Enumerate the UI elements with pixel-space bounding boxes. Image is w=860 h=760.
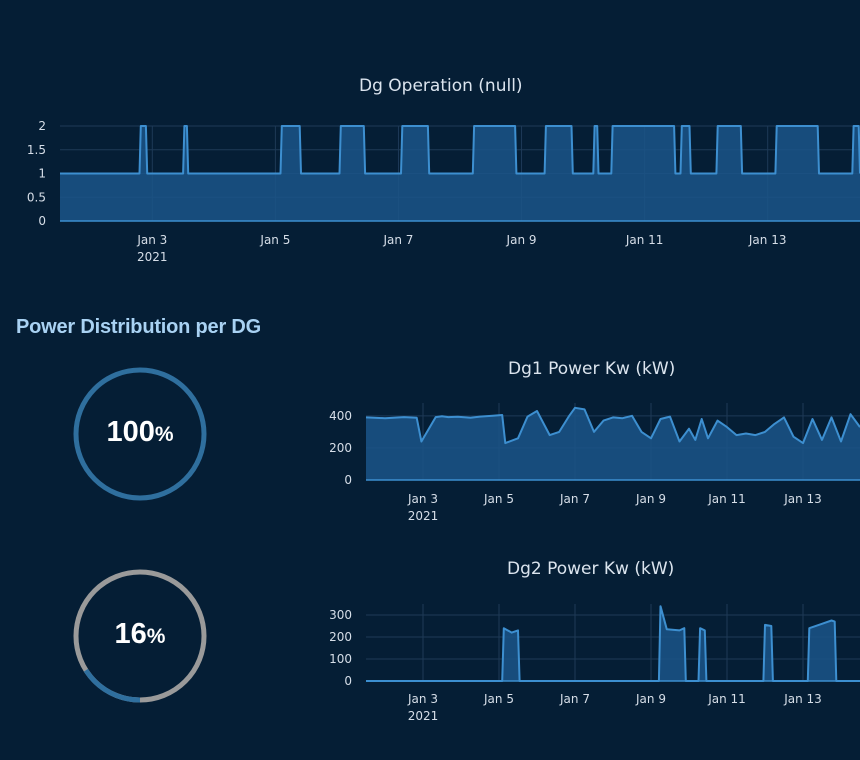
dg1-gauge-unit: % (154, 423, 174, 446)
series-line (365, 406, 860, 445)
y-tick-label: 0.5 (27, 190, 46, 204)
x-tick-year-label: 2021 (408, 509, 439, 523)
x-tick-label: Jan 9 (635, 692, 666, 706)
dg1-gauge-track (73, 367, 207, 501)
series-line (60, 125, 860, 175)
x-tick-label: Jan 7 (559, 692, 590, 706)
x-tick-label: Jan 13 (748, 233, 787, 247)
y-tick-label: 200 (329, 630, 352, 644)
dg1-gauge-label: 100% (70, 416, 210, 449)
x-tick-label: Jan 3 (407, 692, 438, 706)
chart-title-dg-operation: Dg Operation (null) (359, 76, 523, 96)
x-tick-label: Jan 9 (635, 492, 666, 506)
dg2-gauge-number: 16 (114, 618, 147, 650)
dg2-gauge (73, 569, 207, 703)
y-tick-label: 1.5 (27, 143, 46, 157)
x-tick-label: Jan 7 (559, 492, 590, 506)
x-tick-label: Jan 7 (382, 233, 413, 247)
x-tick-label: Jan 11 (625, 233, 664, 247)
y-tick-label: 0 (344, 674, 352, 688)
chart-title-dg1-power: Dg1 Power Kw (kW) (508, 359, 676, 379)
x-tick-label: Jan 9 (506, 233, 537, 247)
dg1-gauge-number: 100 (106, 416, 155, 448)
y-tick-label: 2 (38, 119, 46, 133)
dg2-gauge-progress (73, 569, 207, 703)
dg-operation-chart: Jan 3 2021 Jan 5 Jan 7 Jan 9 Jan 11 Jan 13 0 0.5… (27, 119, 860, 264)
series-line (366, 605, 860, 682)
x-tick-label: Jan 3 (407, 492, 438, 506)
dg1-power-chart: Jan 3 2021 Jan 5 Jan 7 Jan 9 Jan 11 Jan 13 0 200… (329, 403, 860, 523)
y-tick-label: 100 (329, 652, 352, 666)
x-tick-label: Jan 13 (783, 692, 822, 706)
y-tick-label: 0 (38, 214, 46, 228)
y-tick-label: 200 (329, 441, 352, 455)
x-tick-year-label: 2021 (408, 709, 439, 723)
dg2-gauge-label: 16% (70, 618, 210, 651)
y-tick-label: 1 (38, 167, 46, 181)
x-tick-label: Jan 5 (483, 492, 514, 506)
x-tick-label: Jan 11 (707, 492, 746, 506)
x-tick-label: Jan 3 (136, 233, 167, 247)
x-tick-label: Jan 11 (707, 692, 746, 706)
y-tick-label: 400 (329, 409, 352, 423)
x-tick-year-label: 2021 (137, 250, 168, 264)
y-tick-label: 300 (329, 608, 352, 622)
series-area-fill (366, 606, 860, 681)
x-tick-label: Jan 5 (259, 233, 290, 247)
dg1-gauge (73, 367, 207, 501)
dg2-gauge-unit: % (146, 625, 166, 648)
dg2-power-chart: Jan 3 2021 Jan 5 Jan 7 Jan 9 Jan 11 Jan 13 0 100… (329, 604, 860, 723)
section-title: Power Distribution per DG (16, 316, 262, 338)
series-area-fill (366, 407, 860, 480)
x-tick-label: Jan 5 (483, 692, 514, 706)
y-tick-label: 0 (344, 473, 352, 487)
chart-title-dg2-power: Dg2 Power Kw (kW) (507, 559, 675, 579)
x-tick-label: Jan 13 (783, 492, 822, 506)
